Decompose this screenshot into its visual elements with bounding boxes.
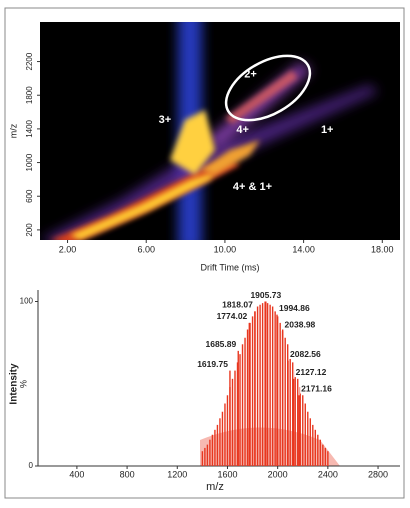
x-tick-label: 2.00 (59, 244, 77, 254)
x-tick-label: 2800 (368, 469, 388, 479)
peak-label-background (221, 299, 255, 310)
x-tick-label: 800 (120, 469, 135, 479)
y-tick-label: 0 (29, 461, 34, 470)
peak-label: 1905.73 (250, 290, 281, 300)
peak-label-background (278, 302, 312, 313)
y-axis-label: m/z (8, 123, 18, 138)
peak-label-background (204, 339, 238, 350)
x-axis-label: m/z (206, 481, 224, 493)
annotation: 4+ & 1+ (233, 181, 272, 193)
x-tick-label: 14.00 (292, 244, 315, 254)
peak-label: 1685.89 (206, 339, 237, 349)
x-axis-label: Drift Time (ms) (201, 262, 260, 272)
x-tick-label: 18.00 (371, 244, 394, 254)
highlight-ellipse (224, 54, 312, 122)
peak-label: 1619.75 (197, 359, 228, 369)
x-tick-label: 1200 (167, 469, 187, 479)
annotation: 2+ (244, 68, 257, 80)
peak-label-background (294, 367, 328, 378)
x-tick-label: 400 (69, 469, 84, 479)
peak-label: 2171.16 (301, 384, 332, 394)
annotation: 1+ (321, 124, 334, 136)
y-axis-unit: % (18, 380, 28, 388)
peak-label-background (300, 383, 334, 394)
x-tick-label: 1600 (217, 469, 237, 479)
y-tick-label: 1400 (25, 119, 34, 137)
x-tick-label: 6.00 (137, 244, 155, 254)
annotation: 3+ (159, 114, 172, 126)
peak-label-background (215, 311, 249, 322)
y-tick-label: 200 (25, 223, 34, 237)
y-tick-label: 2200 (25, 52, 34, 70)
y-tick-label: 600 (25, 189, 34, 203)
peak-label-background (283, 319, 317, 330)
y-tick-label: 1800 (25, 86, 34, 104)
peak-label-background (196, 358, 230, 369)
peak-label: 1818.07 (222, 300, 253, 310)
peak-label: 1774.02 (217, 311, 248, 321)
x-tick-label: 10.00 (214, 244, 237, 254)
peak-label-background (289, 348, 323, 359)
x-tick-label: 2400 (318, 469, 338, 479)
heatmap-density (40, 22, 378, 240)
y-tick-label: 1000 (25, 153, 34, 171)
peak-label: 1994.86 (279, 303, 310, 313)
peak-label: 2082.56 (290, 349, 321, 359)
peak-label: 2038.98 (285, 319, 316, 329)
figure-frame (4, 7, 405, 499)
annotation: 4+ (236, 124, 249, 136)
y-axis-label: Intensity (9, 363, 20, 405)
peak-label: 2127.12 (296, 367, 327, 377)
x-tick-label: 2000 (268, 469, 288, 479)
peak-label-background (249, 289, 283, 300)
y-tick-label: 100 (20, 297, 34, 306)
